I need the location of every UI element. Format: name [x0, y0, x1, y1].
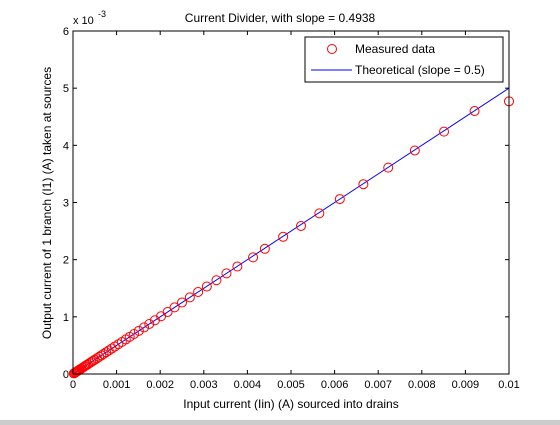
measured-point [409, 145, 420, 156]
measured-point [259, 243, 270, 254]
measured-point [113, 339, 124, 350]
measured-point [383, 162, 394, 173]
measured-point [439, 126, 450, 137]
legend-box [304, 36, 504, 83]
x-tick-label: 0.003 [190, 379, 218, 391]
plot-area [73, 31, 509, 374]
legend-measured-marker [327, 44, 337, 54]
axis-ticks: 0 0.001 0.002 0.003 0.004 0.005 0.006 0.007 0.00… [63, 26, 520, 391]
measured-point [221, 268, 232, 279]
measured-point [84, 358, 95, 369]
x-tick-label: 0.008 [408, 379, 436, 391]
y-tick-label: 5 [63, 83, 69, 95]
measured-point [278, 231, 289, 242]
measured-point [358, 179, 369, 190]
measured-point [469, 106, 480, 117]
measured-point [296, 220, 307, 231]
y-exponent-power: -3 [98, 9, 106, 19]
y-exponent-base: x 10 [73, 15, 94, 27]
measured-point [86, 356, 97, 367]
legend-measured-label: Measured data [355, 42, 435, 56]
x-tick-label: 0.009 [452, 379, 480, 391]
measured-point [201, 281, 212, 292]
measured-point [169, 302, 180, 313]
y-tick-label: 4 [63, 140, 69, 152]
measured-point [162, 306, 173, 317]
y-tick-label: 0 [63, 369, 69, 381]
chart-title: Current Divider, with slope = 0.4938 [185, 11, 376, 25]
measured-point [82, 359, 93, 370]
measured-point [314, 208, 325, 219]
y-exponent: x 10 -3 [73, 9, 106, 27]
legend: Measured data Theoretical (slope = 0.5) [304, 36, 504, 83]
y-axis-label: Output current of 1 branch (I1) (A) take… [40, 67, 54, 339]
measured-point [139, 322, 150, 333]
y-tick-label: 3 [63, 198, 69, 210]
legend-theoretical-label: Theoretical (slope = 0.5) [355, 63, 485, 77]
x-axis-label: Input current (Iin) (A) sourced into dra… [183, 397, 398, 411]
measured-point [109, 341, 120, 352]
measured-point [211, 275, 222, 286]
chart-marks [68, 87, 514, 379]
measured-point [98, 348, 109, 359]
measured-point [133, 325, 144, 336]
measured-point [248, 252, 259, 263]
measured-point [144, 318, 155, 329]
x-tick-label: 0.005 [277, 379, 305, 391]
x-tick-label: 0.004 [234, 379, 262, 391]
x-tick-label: 0.001 [103, 379, 131, 391]
y-tick-label: 1 [63, 312, 69, 324]
measured-point [101, 347, 112, 358]
y-tick-label: 2 [63, 255, 69, 267]
x-tick-label: 0.01 [498, 379, 519, 391]
measured-point [184, 292, 195, 303]
measured-point [193, 286, 204, 297]
measured-point [232, 261, 243, 272]
x-tick-label: 0.006 [321, 379, 349, 391]
x-tick-label: 0 [70, 379, 76, 391]
measured-point [177, 297, 187, 308]
y-tick-label: 6 [63, 26, 69, 38]
x-tick-label: 0.002 [146, 379, 174, 391]
measured-point [334, 194, 345, 205]
x-tick-label: 0.007 [364, 379, 392, 391]
